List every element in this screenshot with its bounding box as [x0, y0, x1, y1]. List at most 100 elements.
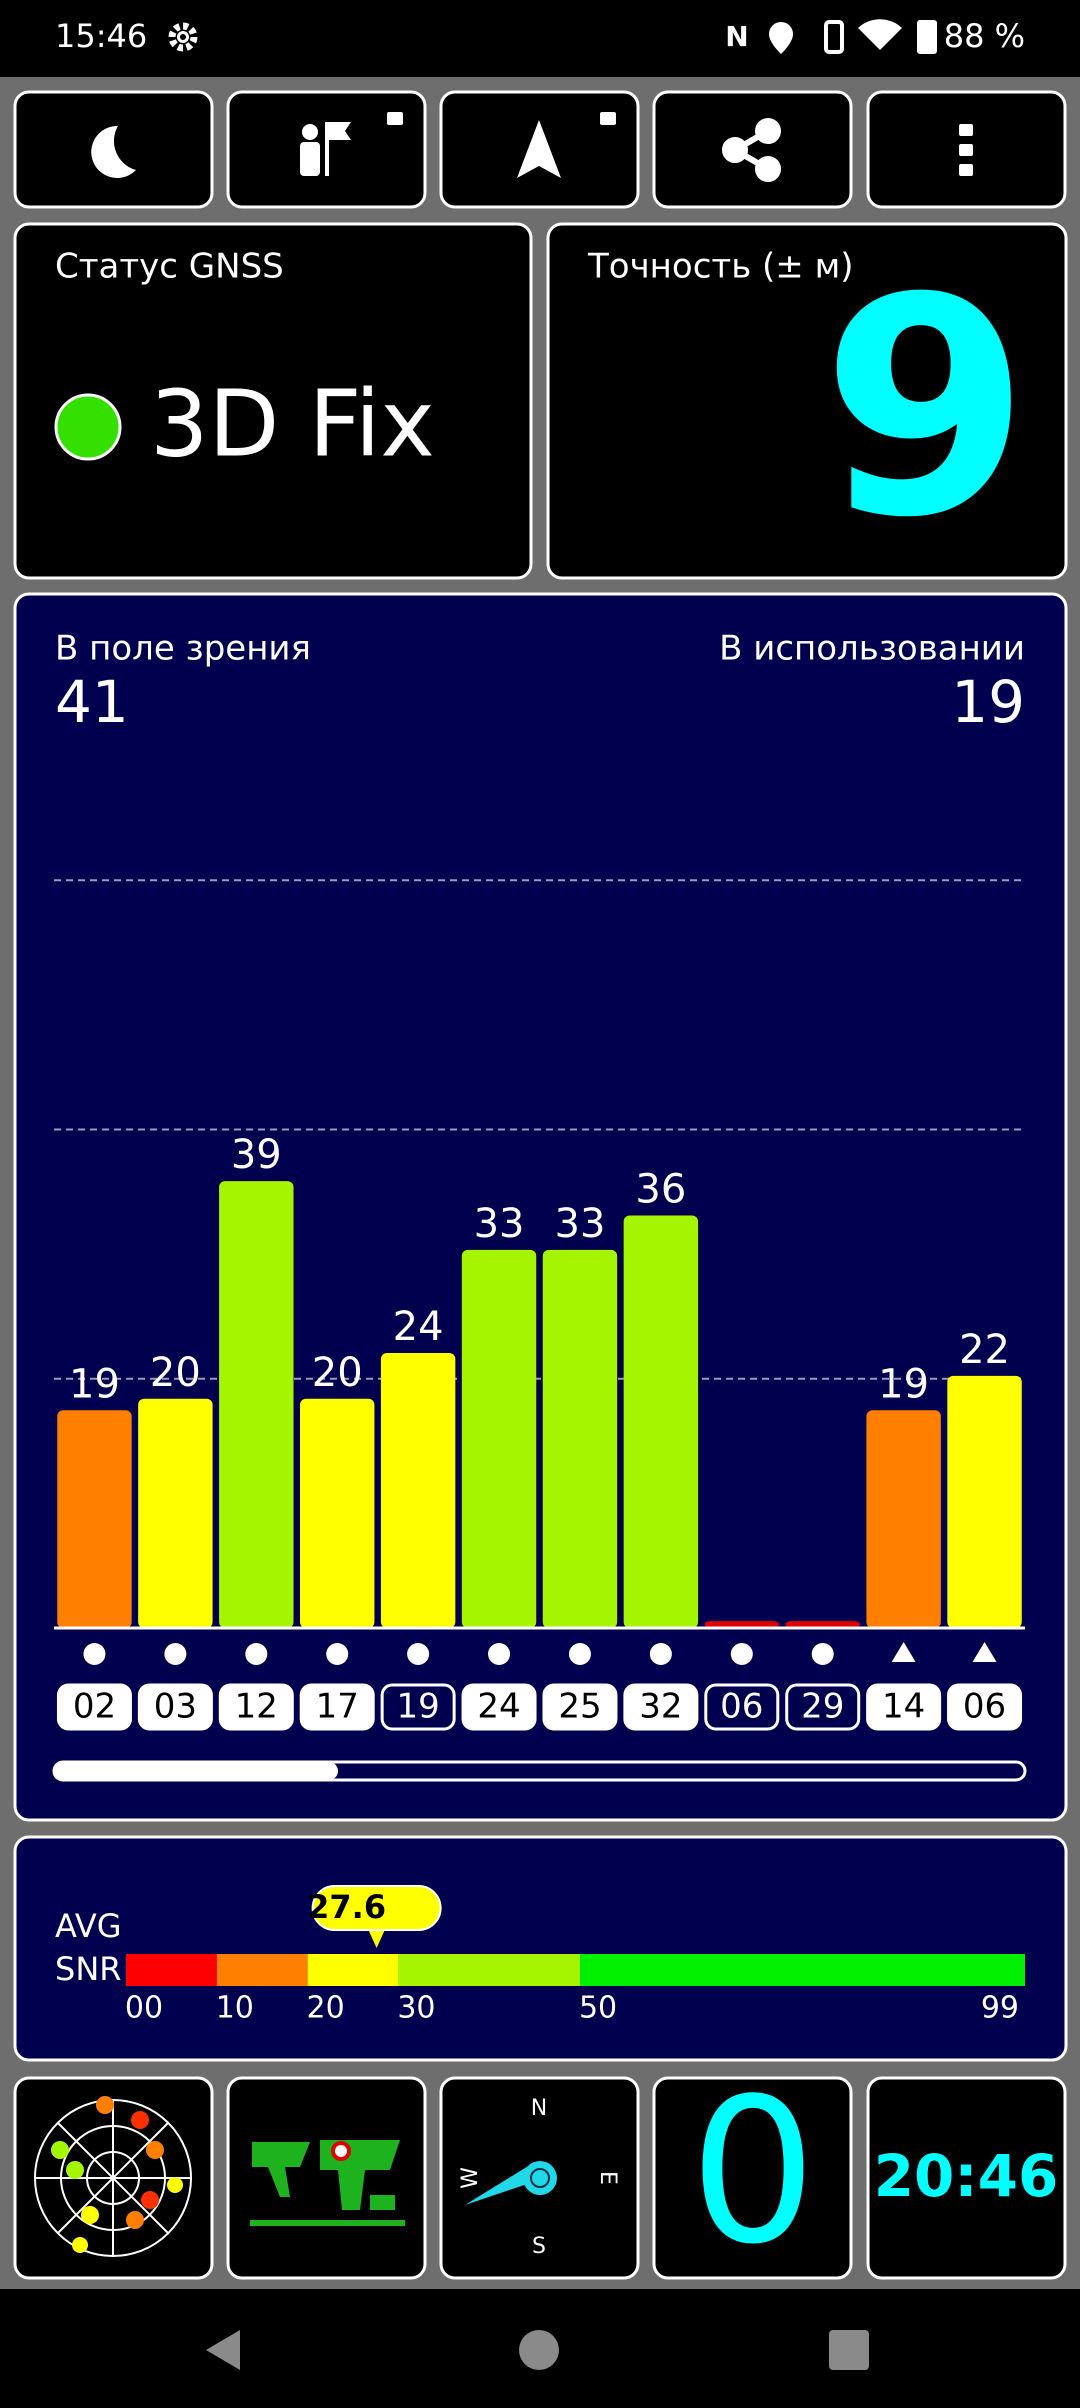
satellite-id-box — [866, 1683, 942, 1731]
battery-level: 88 % — [944, 17, 1025, 55]
satellite-id: 17 — [316, 1687, 359, 1727]
satellite-id: 06 — [963, 1687, 1006, 1727]
satellite-id: 12 — [235, 1687, 278, 1727]
bar — [623, 1215, 699, 1628]
bar — [704, 1621, 780, 1628]
map-position — [331, 2141, 351, 2161]
bar — [380, 1352, 456, 1628]
accuracy-value: 9 — [821, 234, 1030, 583]
satellite-id: 03 — [154, 1687, 197, 1727]
clock-tile[interactable] — [866, 2076, 1067, 2280]
sky-icon — [34, 2099, 192, 2257]
count-tile[interactable] — [652, 2076, 853, 2280]
constellation-marker — [568, 1643, 591, 1665]
navigate-icon — [517, 112, 616, 178]
satellite-id-box — [299, 1683, 375, 1731]
in-view-count: 41 — [55, 668, 129, 736]
recents-button[interactable] — [829, 2330, 869, 2370]
scrollbar-thumb[interactable] — [54, 1762, 338, 1780]
fix-indicator — [54, 393, 122, 461]
bar — [57, 1410, 132, 1628]
constellation-marker — [407, 1643, 430, 1665]
satellite-id: 14 — [882, 1687, 925, 1727]
compass-w: W — [458, 2167, 483, 2189]
accuracy-card — [546, 222, 1068, 580]
satellite-id-box — [785, 1683, 861, 1731]
bar-value-label: 19 — [878, 1361, 929, 1407]
sky-dots — [51, 2096, 183, 2253]
clock-value: 20:46 — [874, 2142, 1059, 2210]
bar-value-label: 39 — [231, 1132, 282, 1178]
bar-value-label: 22 — [959, 1327, 1010, 1373]
satellite-id-box — [542, 1683, 618, 1731]
share-icon — [722, 118, 781, 182]
satellite-id-box — [380, 1683, 456, 1731]
bar — [299, 1398, 375, 1628]
snr-band — [307, 1954, 399, 1986]
constellation-marker — [245, 1643, 268, 1665]
menu-icon — [959, 124, 973, 176]
bar-value-label: 33 — [474, 1201, 525, 1247]
snr-tick-label: 50 — [579, 1991, 617, 2026]
snr-chart: 19 02 20 03 39 12 20 17 24 19 33 24 33 25 36 32 06 29 19 14… — [54, 879, 1025, 1731]
satellite-id: 25 — [558, 1687, 601, 1727]
snr-band — [126, 1954, 217, 1986]
satellite-id: 19 — [396, 1687, 439, 1727]
satellite-id-box — [704, 1683, 780, 1731]
bar-value-label: 20 — [150, 1350, 201, 1396]
constellation-marker — [972, 1642, 997, 1662]
snr-band — [580, 1954, 1025, 1986]
satellite-id-box — [461, 1683, 537, 1731]
snr-card — [13, 1835, 1068, 2062]
toolbar — [13, 90, 1067, 209]
bar — [947, 1375, 1022, 1628]
bar-value-label: 36 — [635, 1166, 686, 1212]
snr-band — [216, 1954, 308, 1986]
snr-tick-label: 20 — [307, 1991, 345, 2026]
bar-value-label: 19 — [69, 1361, 120, 1407]
satellite-id: 06 — [720, 1687, 763, 1727]
gnss-status-title: Статус GNSS — [55, 247, 284, 287]
in-use-label: В использовании — [719, 629, 1025, 669]
constellation-marker — [83, 1643, 106, 1665]
bottom-tiles: N E S W 0 20:46 — [13, 2056, 1067, 2289]
fix-status: 3D Fix — [150, 370, 435, 477]
status-time: 15:46 — [55, 17, 147, 55]
satellite-id-box — [137, 1683, 213, 1731]
satellite-id: 02 — [73, 1687, 116, 1727]
constellation-marker — [811, 1643, 834, 1665]
back-button[interactable] — [206, 2330, 240, 2370]
share-button[interactable] — [652, 90, 853, 209]
bar — [461, 1249, 537, 1628]
bar — [138, 1398, 213, 1628]
moon-icon — [91, 125, 136, 178]
constellation-marker — [164, 1643, 187, 1665]
battery-icon — [917, 20, 937, 54]
satellite-id: 24 — [477, 1687, 520, 1727]
snr-avg-bubble — [311, 1885, 442, 1931]
satellite-id-box — [218, 1683, 294, 1731]
constellation-marker — [649, 1643, 672, 1665]
snr-tick-label: 10 — [216, 1991, 254, 2026]
constellation-marker — [891, 1642, 916, 1662]
snr-label-bottom: SNR — [55, 1950, 121, 1988]
snr-scale: 00 10 20 30 50 99 27.6 — [125, 1885, 1025, 2026]
vibrate-icon — [824, 20, 844, 54]
location-icon — [769, 22, 793, 54]
snr-avg-value: 27.6 — [307, 1888, 386, 1926]
snr-tick-label: 99 — [981, 1991, 1019, 2026]
satellite-id-box — [56, 1683, 132, 1731]
snr-band — [398, 1954, 581, 1986]
home-button[interactable] — [519, 2330, 559, 2370]
bar — [866, 1410, 941, 1628]
satellite-id-box — [947, 1683, 1023, 1731]
snr-avg-pointer — [366, 1926, 387, 1948]
bar-value-label: 24 — [393, 1304, 444, 1350]
count-value: 0 — [689, 2056, 816, 2289]
map-tile[interactable] — [226, 2076, 427, 2280]
bar-value-label: 33 — [555, 1201, 606, 1247]
compass-n: N — [531, 2096, 547, 2121]
settings-icon — [168, 22, 198, 52]
